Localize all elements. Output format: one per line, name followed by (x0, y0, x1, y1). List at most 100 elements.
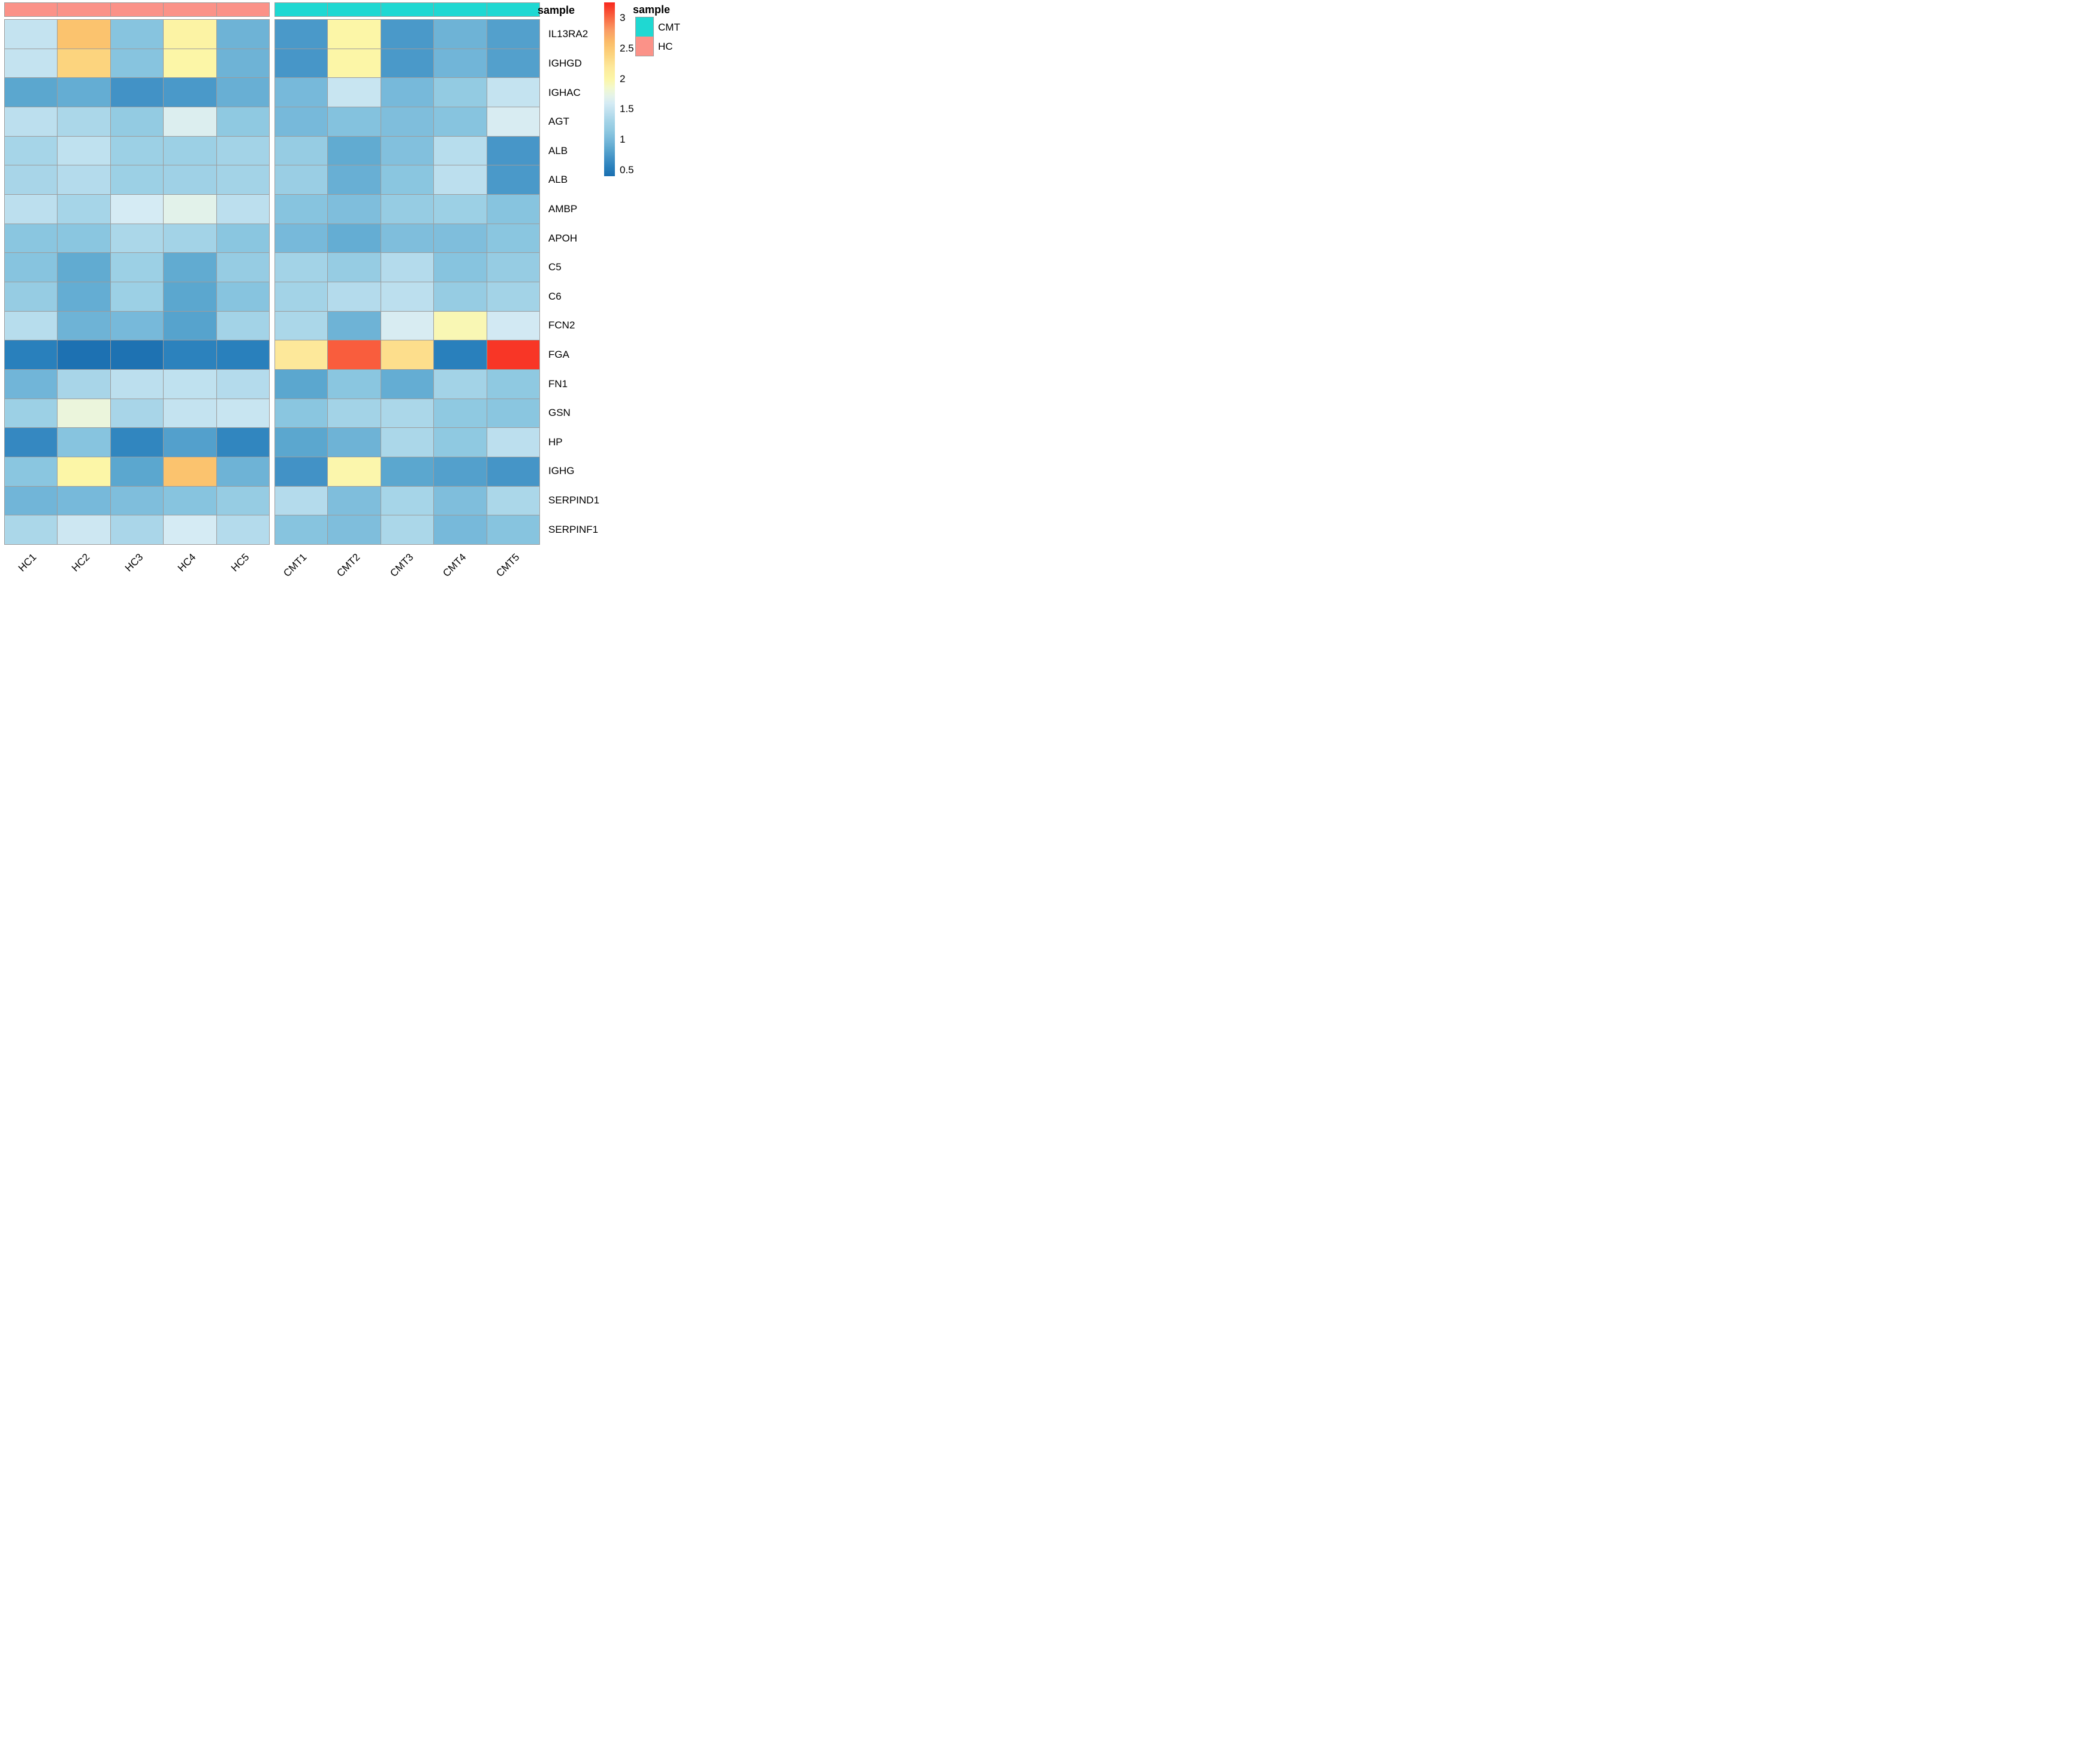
column-label: CMT5 (493, 551, 522, 580)
heatmap-cell (275, 282, 328, 311)
heatmap-cell (275, 253, 328, 282)
heatmap-cell (487, 457, 539, 486)
colorbar-tick-label: 1 (620, 134, 626, 146)
heatmap-cell (328, 107, 381, 136)
colorbar-tick-label: 1.5 (620, 103, 634, 115)
heatmap-cell (216, 515, 269, 544)
heatmap-cell (164, 369, 216, 399)
heatmap-cell (381, 165, 434, 194)
row-label: AMBP (548, 203, 578, 215)
heatmap-cell (216, 282, 269, 311)
heatmap-cell (5, 486, 58, 515)
heatmap-cell (216, 20, 269, 49)
heatmap-cell (216, 253, 269, 282)
row-label: IGHAC (548, 86, 581, 98)
heatmap-cell (58, 224, 110, 253)
heatmap-cell (275, 457, 328, 486)
heatmap-cell (110, 282, 164, 311)
annotation-bar-hc (4, 2, 270, 17)
annotation-cell-cmt (328, 3, 381, 16)
heatmap-cell (5, 253, 58, 282)
annotation-cell-cmt (487, 3, 539, 16)
row-label: HP (548, 436, 563, 448)
heatmap-cell (275, 194, 328, 224)
heatmap-cell (275, 20, 328, 49)
heatmap-cell (164, 224, 216, 253)
heatmap-cell (328, 311, 381, 340)
heatmap-cell (487, 515, 539, 544)
heatmap-cell (275, 107, 328, 136)
heatmap-cell (110, 224, 164, 253)
heatmap-cell (110, 78, 164, 107)
heatmap-cell (381, 428, 434, 457)
heatmap-cell (328, 165, 381, 194)
heatmap-cell (487, 78, 539, 107)
heatmap-cell (487, 282, 539, 311)
legend-swatches (635, 17, 654, 56)
heatmap-cell (434, 340, 487, 369)
heatmap-cell (58, 194, 110, 224)
legend-swatch-hc (636, 37, 653, 56)
heatmap-cell (328, 20, 381, 49)
heatmap-cell (434, 515, 487, 544)
heatmap-cell (434, 428, 487, 457)
heatmap-cell (58, 165, 110, 194)
heatmap-cell (381, 486, 434, 515)
heatmap-cell (434, 49, 487, 78)
heatmap-cell (275, 49, 328, 78)
heatmap-cell (164, 49, 216, 78)
column-label: HC4 (176, 551, 198, 574)
heatmap-cell (275, 136, 328, 165)
heatmap-cell (381, 311, 434, 340)
heatmap-cell (164, 457, 216, 486)
column-label: CMT2 (334, 551, 363, 580)
heatmap-cell (216, 399, 269, 428)
heatmap-cell (110, 107, 164, 136)
heatmap-cell (434, 194, 487, 224)
heatmap-cell (5, 457, 58, 486)
heatmap-cell (164, 107, 216, 136)
annotation-row-title: sample (538, 4, 575, 16)
heatmap-cell (381, 282, 434, 311)
heatmap-cell (58, 428, 110, 457)
heatmap-cell (5, 107, 58, 136)
heatmap-cell (164, 486, 216, 515)
heatmap-cell (434, 107, 487, 136)
heatmap-cell (275, 311, 328, 340)
heatmap-cell (164, 282, 216, 311)
legend-title: sample (633, 4, 671, 16)
heatmap-cell (164, 136, 216, 165)
heatmap-cell (58, 515, 110, 544)
heatmap-cell (487, 165, 539, 194)
heatmap-cell (164, 20, 216, 49)
heatmap-cell (5, 78, 58, 107)
heatmap-cell (381, 224, 434, 253)
row-label: FCN2 (548, 319, 575, 331)
heatmap-cell (275, 340, 328, 369)
heatmap-cell (164, 515, 216, 544)
heatmap-cell (216, 311, 269, 340)
heatmap-cell (381, 253, 434, 282)
heatmap-cell (110, 486, 164, 515)
heatmap-cell (216, 107, 269, 136)
heatmap-cell (487, 107, 539, 136)
heatmap-cell (110, 369, 164, 399)
heatmap-cell (381, 515, 434, 544)
legend-label-cmt: CMT (658, 22, 680, 33)
colorbar (604, 2, 615, 176)
heatmap-cell (110, 49, 164, 78)
row-label: SERPINF1 (548, 523, 599, 535)
heatmap-cell (5, 340, 58, 369)
row-label: ALB (548, 144, 568, 156)
heatmap-cell (328, 49, 381, 78)
annotation-cell-cmt (434, 3, 487, 16)
legend-swatch-cmt (636, 17, 653, 37)
heatmap-cell (58, 282, 110, 311)
heatmap-cell (110, 457, 164, 486)
row-label: IL13RA2 (548, 28, 589, 40)
heatmap-cell (275, 428, 328, 457)
heatmap-cell (381, 457, 434, 486)
annotation-cell-hc (164, 3, 216, 16)
annotation-cell-hc (58, 3, 110, 16)
heatmap-cell (434, 486, 487, 515)
